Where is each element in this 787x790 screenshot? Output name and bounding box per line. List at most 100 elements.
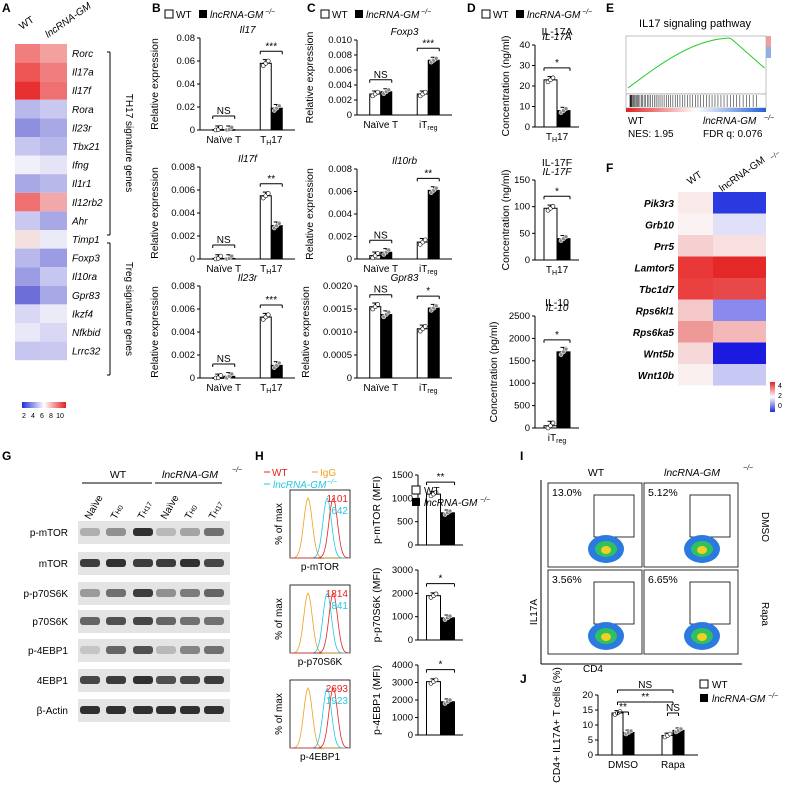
heatmap-cell: [713, 213, 766, 235]
blot-strip: [78, 639, 230, 662]
bar-lncrnagm: [270, 225, 283, 260]
blot-band: [156, 528, 176, 536]
gene-label: Lrrc32: [72, 347, 101, 358]
blot-band: [106, 589, 126, 597]
y-tick-label: 0.006: [171, 185, 195, 196]
blot-band: [180, 706, 200, 714]
blot-band: [204, 528, 224, 536]
flow-dotplots: WT lncRNA-GM −/− DMSO Rapa 13.0% 5.12% 3.56% 6.6…: [529, 465, 770, 675]
sig-label: ***: [422, 38, 434, 49]
sig-label: NS: [374, 285, 388, 296]
gate-percent: 5.12%: [648, 487, 678, 499]
blot-band: [156, 676, 176, 684]
chart-H3: 0 1000 2000 3000 4000 p-4EBP1 (MFI) *: [371, 660, 463, 741]
blot-band: [156, 646, 176, 654]
blot-band: [133, 617, 153, 625]
heatmap-col-label: WT: [685, 170, 704, 188]
blot-row-label: p-p70S6K: [24, 589, 69, 600]
gene-label: Prr5: [654, 242, 674, 253]
y-axis-label: p-p70S6K (MFI): [371, 568, 383, 643]
chart-D1: 0 10 20 30 40 IL-17A Concentration (ng/ml) TH17…: [500, 32, 579, 144]
chart-H1: 0 500 1000 1500 p-mTOR (MFI) **: [371, 470, 463, 551]
blot-band: [106, 646, 126, 654]
gene-label: Rps6kl1: [636, 307, 675, 318]
blot-strip: [78, 669, 230, 692]
lane-label: TH0: [109, 503, 126, 522]
col-label: WT: [588, 467, 605, 479]
rank-bar: [626, 108, 766, 112]
mfi-ko: 1923: [326, 696, 349, 707]
y-tick-label: 1000: [392, 713, 413, 724]
blot-strip: [78, 552, 230, 575]
y-tick-label: 0: [190, 254, 195, 265]
group-label: Treg signature genes: [123, 262, 134, 356]
gene-label: Il23r: [72, 123, 92, 134]
data-point: [561, 349, 566, 355]
legend-igg-label: IgG: [320, 468, 336, 479]
y-axis-label: Relative expression: [300, 286, 312, 378]
data-point: [218, 125, 224, 130]
gsea-right-sup: −/−: [764, 115, 774, 122]
panel-letter: F: [606, 161, 613, 175]
heatmap-cell: [15, 248, 40, 268]
bar-lncrnagm: [440, 617, 455, 641]
heatmap-cell: [678, 213, 713, 235]
panel-letter: E: [606, 1, 614, 15]
y-tick-label: 2500: [509, 311, 530, 322]
colorbar-tick: 4: [31, 413, 35, 420]
sig-label: NS: [374, 70, 388, 81]
heatmap-cell: [678, 321, 713, 343]
blot-band: [204, 646, 224, 654]
data-point: [548, 423, 553, 429]
mfi-wt: 1101: [326, 494, 348, 505]
sig-label: NS: [666, 703, 680, 714]
y-axis-label: p-4EBP1 (MFI): [371, 665, 383, 735]
heatmap-cell: [15, 285, 40, 305]
heatmap-cell: [713, 256, 766, 278]
y-tick-label: 0.002: [328, 95, 352, 106]
data-point: [375, 251, 381, 256]
gene-label: Ifng: [72, 161, 89, 172]
heatmap-cell: [40, 267, 67, 286]
data-point: [563, 234, 569, 239]
chart-title: Foxp3: [391, 27, 419, 38]
panel-letter: D: [467, 1, 476, 15]
sig-label: *: [555, 58, 559, 69]
data-point: [229, 253, 235, 259]
heatmap-cell: [40, 174, 67, 193]
group-label: TH17 signature genes: [123, 94, 134, 192]
heatmap-col-sup: −/−: [769, 150, 781, 162]
data-point: [550, 75, 556, 81]
panel-letter: H: [255, 449, 264, 463]
legend-wt-label: WT: [332, 10, 348, 21]
x-tick-label: Rapa: [661, 760, 685, 771]
x-tick-label: iTreg: [548, 433, 567, 445]
y-tick-label: 0: [347, 373, 352, 384]
sig-label: *: [426, 286, 430, 297]
y-axis-label: Relative expression: [149, 286, 161, 378]
heatmap-cell: [40, 248, 67, 268]
data-point: [265, 312, 271, 318]
lane-label: TH0: [183, 503, 200, 522]
legend-ko-swatch: [700, 694, 708, 702]
gene-label: Ahr: [71, 216, 88, 227]
y-tick-label: 0: [588, 750, 593, 761]
heatmap-cell: [40, 285, 67, 305]
data-point: [375, 302, 381, 307]
data-point: [433, 185, 439, 191]
panel-letter: B: [152, 1, 161, 15]
sig-label: NS: [638, 680, 652, 691]
heatmap-cell: [15, 304, 40, 323]
x-tick-label: Naïve T: [206, 135, 241, 146]
gene-label: Tbc1d7: [639, 285, 674, 296]
blot-row-label: p70S6K: [32, 617, 68, 628]
chart-title: IL-17A: [542, 32, 572, 43]
legend-wt-swatch: [699, 679, 709, 689]
chart-title: Il17: [239, 25, 256, 36]
dotplot-ylabel: IL17A: [529, 599, 540, 625]
heatmap-cell: [15, 267, 40, 286]
blot-band: [80, 617, 100, 625]
y-tick-label: 0.002: [171, 231, 195, 242]
heatmap-cell: [15, 211, 40, 230]
